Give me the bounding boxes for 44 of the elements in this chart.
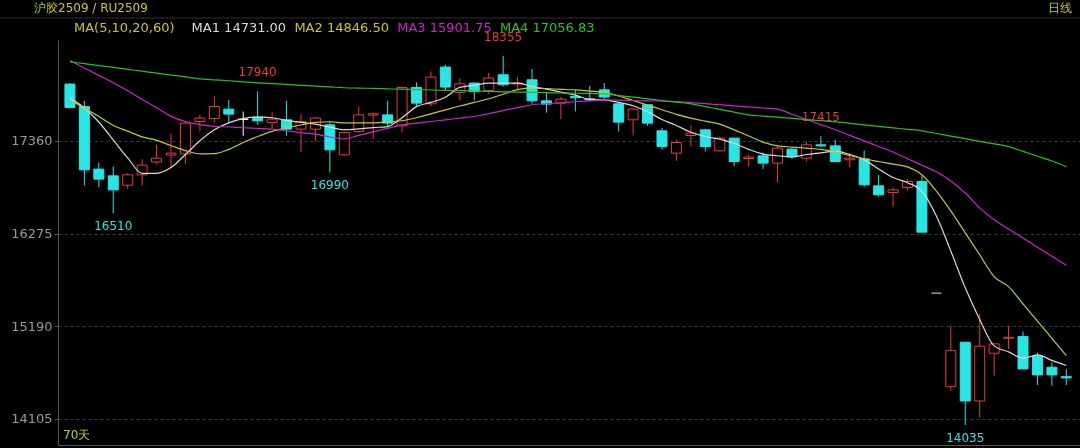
candlestick — [367, 112, 379, 140]
candlestick — [411, 81, 423, 107]
annotation: 14035 — [946, 430, 985, 445]
candlestick — [165, 133, 177, 168]
candlestick — [1031, 352, 1043, 386]
candlestick — [223, 99, 235, 124]
line-series — [69, 59, 1067, 266]
y-tick-label: 15190 — [11, 318, 53, 334]
candlestick — [1046, 361, 1058, 387]
candlestick — [988, 343, 1000, 377]
annotation: 16510 — [94, 219, 133, 234]
text: MA1 14731.00 — [191, 20, 287, 35]
chart-title: 沪胶2509 / RU2509 — [34, 1, 148, 15]
candlestick — [1003, 325, 1015, 350]
annotation: 70天 — [63, 428, 91, 442]
candlestick — [873, 174, 885, 198]
candlestick — [266, 111, 278, 129]
candlestick — [772, 145, 784, 183]
candlestick — [656, 127, 668, 151]
text: 日线 — [1048, 1, 1072, 15]
candlestick — [439, 64, 451, 91]
candlestick — [93, 162, 105, 188]
candlestick — [670, 139, 682, 162]
line-series — [69, 61, 1067, 168]
y-tick-label: 16275 — [11, 226, 53, 242]
candlestick — [107, 166, 119, 214]
candlestick — [338, 131, 350, 157]
legend-title: MA(5,10,20,60) — [74, 20, 175, 35]
y-tick-label: 17360 — [11, 133, 53, 149]
candlestick — [151, 144, 163, 165]
candlestick — [728, 137, 740, 168]
candlestick — [64, 82, 76, 108]
candlestick — [627, 107, 639, 137]
annotation: 17415 — [801, 110, 840, 125]
candlestick — [208, 95, 220, 124]
candlestick — [194, 114, 206, 133]
y-tick-label: 14105 — [11, 411, 53, 427]
candlestick — [685, 124, 697, 148]
candlestick — [887, 187, 899, 208]
text: MA2 14846.50 — [294, 20, 389, 35]
candlestick — [613, 102, 625, 133]
candlestick — [136, 158, 148, 187]
annotation: 17940 — [238, 65, 277, 80]
annotation: 16990 — [310, 178, 349, 193]
